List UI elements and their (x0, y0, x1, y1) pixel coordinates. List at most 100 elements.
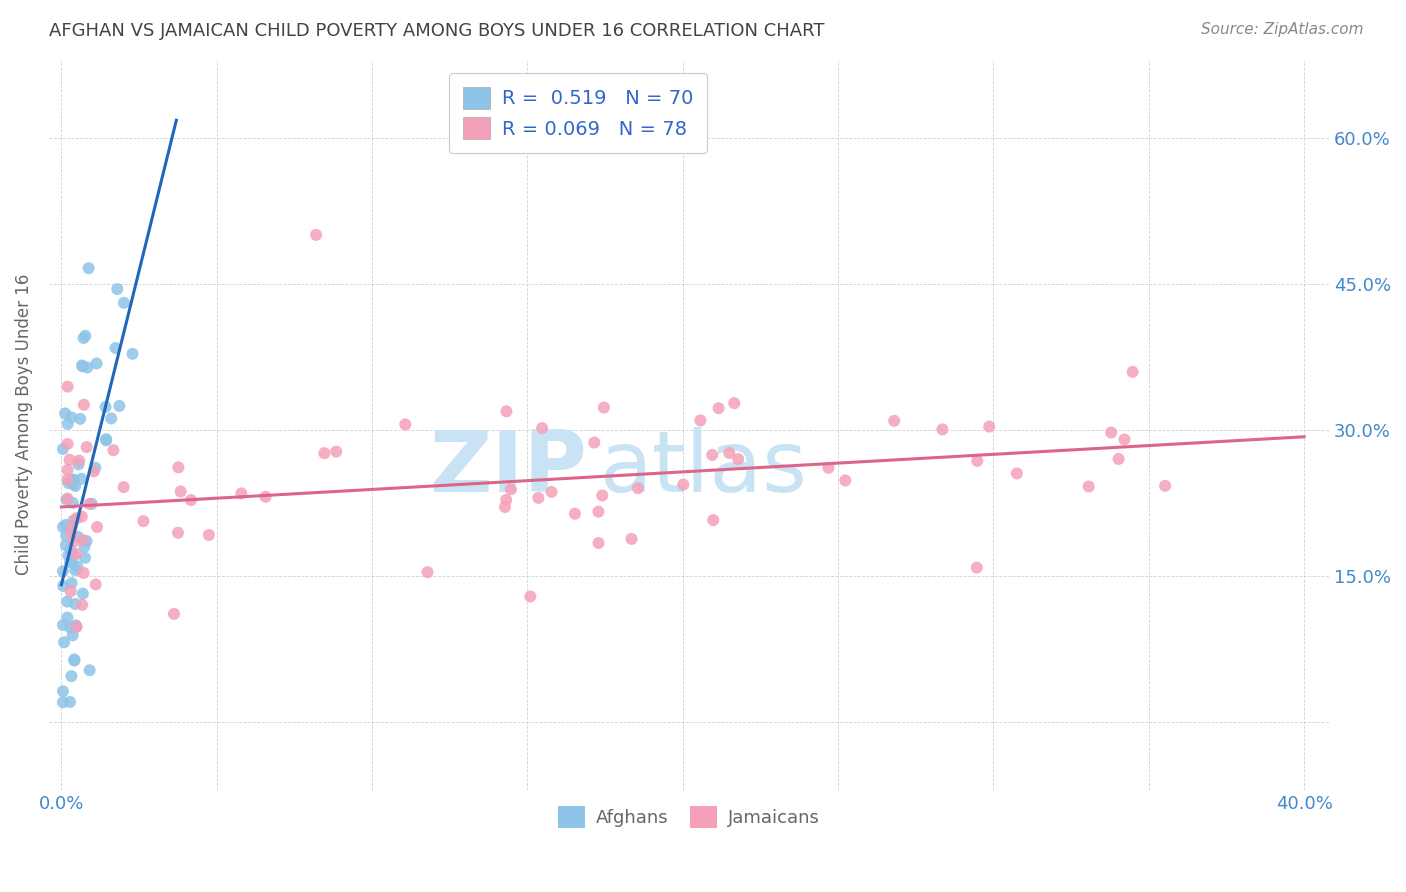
Point (58, 549, 80, 563)
Point (53, 406, 76, 420)
Point (59, 620, 82, 634)
Point (56, 417, 79, 431)
Point (70, 509, 93, 524)
Point (52, 618, 75, 632)
Point (519, 590, 541, 604)
Point (96, 434, 118, 448)
Point (60, 410, 83, 425)
Point (60, 576, 83, 591)
Point (112, 295, 135, 310)
Point (112, 480, 135, 494)
Point (79, 497, 101, 511)
Point (104, 341, 127, 355)
Legend: Afghans, Jamaicans: Afghans, Jamaicans (551, 799, 827, 836)
Point (121, 347, 143, 361)
Point (495, 404, 517, 418)
Point (52, 564, 75, 578)
Point (55, 528, 77, 542)
Point (1122, 365, 1144, 379)
Point (73, 540, 96, 554)
Point (63, 473, 86, 487)
Point (718, 446, 741, 460)
Point (540, 484, 562, 499)
Point (72, 331, 94, 345)
Point (1099, 425, 1122, 440)
Point (105, 282, 128, 296)
Point (65, 620, 87, 634)
Point (62, 514, 84, 528)
Point (55, 492, 77, 507)
Point (834, 474, 856, 488)
Point (62, 473, 84, 487)
Point (55, 538, 77, 552)
Point (56, 463, 79, 477)
Point (723, 396, 745, 410)
Point (531, 421, 554, 435)
Point (180, 493, 202, 508)
Point (527, 491, 550, 505)
Point (1114, 433, 1136, 447)
Point (325, 444, 347, 458)
Point (72, 359, 94, 374)
Point (495, 492, 517, 507)
Point (83, 464, 105, 478)
Point (305, 227, 328, 242)
Text: atlas: atlas (599, 427, 807, 510)
Point (727, 452, 749, 467)
Point (254, 490, 277, 504)
Point (100, 411, 122, 425)
Point (84, 460, 107, 475)
Point (702, 448, 724, 462)
Point (67, 530, 90, 544)
Point (1108, 452, 1130, 467)
Point (416, 565, 439, 579)
Point (60, 526, 83, 541)
Point (966, 560, 988, 574)
Point (72, 598, 94, 612)
Point (76, 534, 98, 549)
Point (62, 496, 84, 510)
Point (1154, 479, 1177, 493)
Point (883, 414, 905, 428)
Point (62, 477, 84, 491)
Point (593, 401, 616, 415)
Point (707, 401, 730, 416)
Point (817, 460, 839, 475)
Point (494, 500, 516, 514)
Point (591, 489, 613, 503)
Point (63, 652, 86, 666)
Point (65, 618, 87, 632)
Point (60, 518, 83, 533)
Point (231, 486, 253, 500)
Point (77, 261, 100, 276)
Point (979, 419, 1001, 434)
Point (588, 505, 610, 519)
Point (198, 528, 221, 542)
Point (1077, 479, 1099, 493)
Point (55, 518, 77, 533)
Point (67, 458, 90, 472)
Point (588, 536, 610, 550)
Point (67, 453, 90, 467)
Point (65, 620, 87, 634)
Point (56, 610, 79, 624)
Point (966, 454, 988, 468)
Point (56, 491, 79, 506)
Point (75, 328, 97, 343)
Point (53, 635, 76, 649)
Point (62, 548, 84, 562)
Point (58, 452, 80, 467)
Point (94, 432, 117, 446)
Point (52, 442, 75, 456)
Point (499, 483, 522, 497)
Text: AFGHAN VS JAMAICAN CHILD POVERTY AMONG BOYS UNDER 16 CORRELATION CHART: AFGHAN VS JAMAICAN CHILD POVERTY AMONG B… (49, 22, 825, 40)
Point (56, 594, 79, 608)
Point (63, 563, 86, 577)
Point (56, 473, 79, 487)
Point (132, 514, 155, 528)
Point (58, 520, 80, 534)
Point (76, 440, 98, 454)
Point (394, 417, 416, 432)
Point (103, 443, 125, 458)
Point (60, 518, 83, 533)
